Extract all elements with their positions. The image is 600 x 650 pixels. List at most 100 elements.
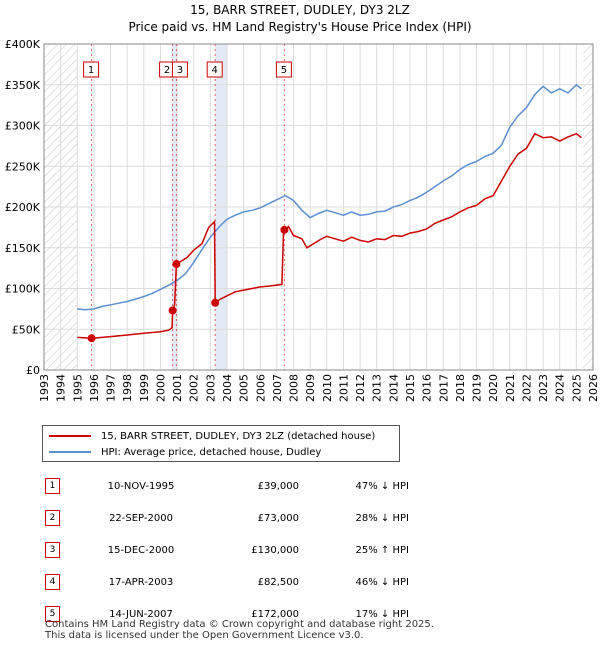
x-tick-label: 2022 [520, 374, 533, 402]
sale-marker-label-5: 5 [281, 65, 287, 76]
y-tick-label: £400K [5, 38, 41, 51]
x-tick-label: 2013 [371, 374, 384, 402]
x-tick-label: 1994 [55, 374, 68, 402]
footer-copyright: Contains HM Land Registry data © Crown c… [45, 619, 434, 630]
sale-number-badge: 2 [45, 510, 60, 526]
x-tick-label: 2014 [387, 374, 400, 402]
sale-hpi-note: 28% ↓ HPI [355, 512, 409, 524]
sale-price: £172,000 [251, 608, 299, 620]
x-tick-label: 2002 [188, 374, 201, 402]
footer: Contains HM Land Registry data © Crown c… [45, 619, 434, 641]
sale-price: £39,000 [257, 480, 299, 492]
x-tick-label: 1997 [105, 374, 118, 402]
x-tick-label: 2011 [337, 374, 350, 402]
legend-swatch-property [49, 435, 91, 437]
x-tick-label: 2026 [587, 374, 600, 402]
sales-row: 3 15-DEC-2000 £130,000 25% ↑ HPI [42, 534, 409, 566]
x-tick-label: 2015 [404, 374, 417, 402]
x-tick-label: 2021 [504, 374, 517, 402]
sale-hpi-note: 25% ↑ HPI [355, 544, 409, 556]
x-tick-label: 2004 [221, 374, 234, 402]
y-tick-label: £350K [5, 79, 41, 92]
sale-point-3 [172, 260, 181, 269]
sales-row: 5 14-JUN-2007 £172,000 17% ↓ HPI [42, 598, 409, 630]
x-tick-label: 2006 [254, 374, 267, 402]
x-tick-label: 2000 [154, 374, 167, 402]
sale-number-cell: 4 [42, 566, 85, 598]
legend-swatch-hpi [49, 451, 91, 453]
x-tick-label: 2024 [554, 374, 567, 402]
x-tick-label: 2016 [421, 374, 434, 402]
x-tick-label: 2009 [304, 374, 317, 402]
sales-row: 2 22-SEP-2000 £73,000 28% ↓ HPI [42, 502, 409, 534]
sale-marker-box-5 [275, 61, 292, 78]
sale-marker-box-4 [206, 61, 223, 78]
price-chart: 1 2 3 4 5£0£50K£100K£150K£200K£250K£300K£350… [5, 38, 600, 402]
sale-date: 22-SEP-2000 [109, 512, 173, 524]
plot-border [43, 43, 594, 371]
legend-label-property: 15, BARR STREET, DUDLEY, DY3 2LZ (detach… [101, 430, 376, 442]
sale-marker-label-2: 2 [164, 65, 170, 76]
x-tick-label: 2018 [454, 374, 467, 402]
sale-point-4 [211, 298, 220, 307]
x-tick-label: 2001 [171, 374, 184, 402]
sale-number-badge: 5 [45, 606, 60, 622]
sale-marker-label-1: 1 [88, 65, 94, 76]
x-tick-label: 2017 [437, 374, 450, 402]
y-tick-label: £300K [5, 120, 41, 133]
sales-table: 1 10-NOV-1995 £39,000 47% ↓ HPI 2 22-SEP-2000… [42, 470, 409, 630]
x-tick-label: 2025 [570, 374, 583, 402]
y-tick-label: £200K [5, 201, 41, 214]
x-tick-label: 2007 [271, 374, 284, 402]
legend-label-hpi: HPI: Average price, detached house, Dudl… [101, 446, 322, 458]
sale-hpi-note: 46% ↓ HPI [355, 576, 409, 588]
sale-marker-box-3 [171, 61, 188, 78]
sale-number-cell: 1 [42, 470, 85, 502]
x-tick-label: 1995 [71, 374, 84, 402]
legend: 15, BARR STREET, DUDLEY, DY3 2LZ (detach… [42, 425, 400, 462]
x-tick-label: 1999 [138, 374, 151, 402]
x-tick-label: 1993 [38, 374, 51, 402]
sale-marker-label-3: 3 [177, 65, 183, 76]
x-tick-label: 2003 [204, 374, 217, 402]
sale-price: £82,500 [257, 576, 299, 588]
sale-number-badge: 1 [45, 478, 60, 494]
sale-number-cell: 5 [42, 598, 85, 630]
sale-price: £130,000 [251, 544, 299, 556]
sale-marker-label-4: 4 [212, 65, 218, 76]
legend-item-hpi: HPI: Average price, detached house, Dudl… [49, 445, 321, 459]
sale-point-2 [168, 306, 177, 315]
y-tick-label: £50K [12, 323, 41, 336]
sale-number-cell: 3 [42, 534, 85, 566]
y-tick-label: £0 [26, 364, 40, 377]
sale-number-cell: 2 [42, 502, 85, 534]
sale-price: £73,000 [257, 512, 299, 524]
legend-item-property: 15, BARR STREET, DUDLEY, DY3 2LZ (detach… [49, 429, 375, 443]
sale-date: 14-JUN-2007 [109, 608, 173, 620]
sale-point-1 [87, 334, 96, 343]
sale-date: 17-APR-2003 [108, 576, 174, 588]
y-tick-label: £250K [5, 160, 41, 173]
chart-subtitle: Price paid vs. HM Land Registry's House … [128, 20, 472, 34]
sale-number-badge: 4 [45, 574, 60, 590]
sale-date: 15-DEC-2000 [107, 544, 175, 556]
x-tick-label: 2020 [487, 374, 500, 402]
x-tick-label: 2008 [288, 374, 301, 402]
sale-point-5 [280, 225, 289, 234]
x-tick-label: 2005 [238, 374, 251, 402]
y-tick-label: £150K [5, 242, 41, 255]
x-tick-label: 2010 [321, 374, 334, 402]
x-tick-label: 2019 [471, 374, 484, 402]
sales-row: 4 17-APR-2003 £82,500 46% ↓ HPI [42, 566, 409, 598]
x-tick-label: 1996 [88, 374, 101, 402]
x-tick-label: 2012 [354, 374, 367, 402]
sales-row: 1 10-NOV-1995 £39,000 47% ↓ HPI [42, 470, 409, 502]
sale-date: 10-NOV-1995 [107, 480, 175, 492]
sale-hpi-note: 47% ↓ HPI [355, 480, 409, 492]
x-tick-label: 1998 [121, 374, 134, 402]
footer-license: This data is licensed under the Open Gov… [45, 630, 364, 641]
sale-hpi-note: 17% ↓ HPI [355, 608, 409, 620]
y-tick-label: £100K [5, 283, 41, 296]
sale-number-badge: 3 [45, 542, 60, 558]
x-tick-label: 2023 [537, 374, 550, 402]
